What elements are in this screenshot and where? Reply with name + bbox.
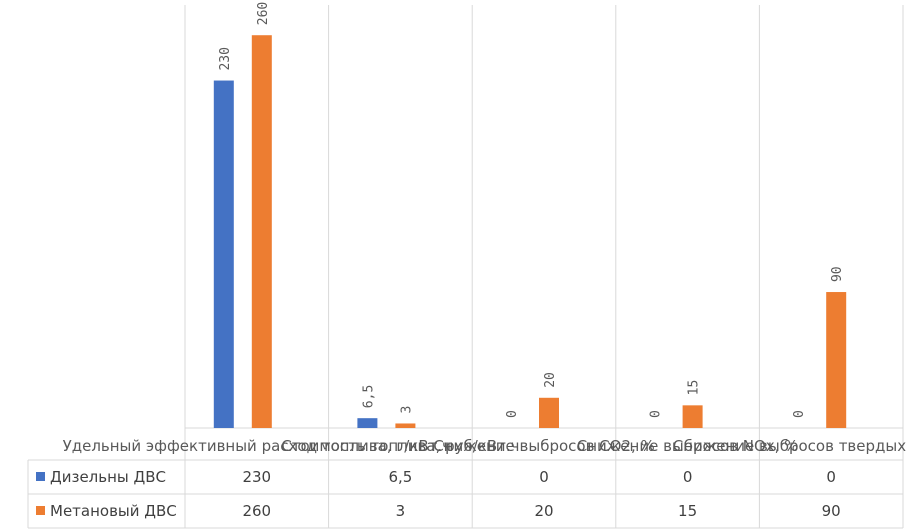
- legend-label: Дизельны ДВС: [50, 468, 166, 486]
- data-label: 0: [792, 410, 807, 418]
- table-cell: 0: [683, 468, 693, 486]
- category-labels: Удельный эффективный расход топлива, г/к…: [63, 437, 906, 455]
- legend-key-diesel: [36, 472, 45, 481]
- data-label: 0: [505, 410, 520, 418]
- table-cell: 0: [539, 468, 549, 486]
- data-label: 3: [399, 406, 414, 414]
- category-label: Снижение выбросов NOx, %: [577, 437, 799, 455]
- table-cell: 6,5: [388, 468, 412, 486]
- data-label: 260: [256, 2, 271, 25]
- bar-methane: [539, 397, 559, 428]
- category-label: Снижение выбросов твердых частиц, %: [673, 437, 906, 455]
- table-cell: 230: [242, 468, 271, 486]
- legend-label: Метановый ДВС: [50, 502, 177, 520]
- table-cell: 15: [678, 502, 697, 520]
- data-label: 20: [543, 372, 558, 388]
- table-cell: 20: [534, 502, 553, 520]
- data-label: 0: [649, 410, 664, 418]
- data-label: 90: [830, 266, 845, 282]
- category-label: Стоимость топлива, руб/кВт.ч: [281, 437, 519, 455]
- data-label: 15: [687, 380, 702, 396]
- table-cell: 90: [822, 502, 841, 520]
- data-labels: 230 260 6,5 3 0 20 0 15 0 90: [218, 2, 845, 418]
- table-cell: 260: [242, 502, 271, 520]
- bars: [213, 35, 847, 429]
- chart-grid: [27, 5, 904, 529]
- bar-diesel: [357, 418, 378, 428]
- table-cell: 3: [396, 502, 406, 520]
- bar-diesel: [213, 80, 234, 429]
- bar-methane: [826, 292, 847, 428]
- data-label: 6,5: [361, 385, 376, 408]
- table-cell: 0: [826, 468, 836, 486]
- data-label: 230: [218, 47, 233, 70]
- bar-methane: [395, 423, 416, 428]
- bar-methane: [682, 405, 703, 428]
- category-label: Снижение выбросов CO2, %: [433, 437, 655, 455]
- bar-methane: [251, 35, 272, 428]
- legend-key-methane: [36, 506, 45, 515]
- category-label: Удельный эффективный расход топлива, г/к…: [63, 437, 451, 455]
- data-table: Дизельны ДВС 230 6,5 0 0 0 Метановый ДВС 260 3 20…: [36, 468, 841, 520]
